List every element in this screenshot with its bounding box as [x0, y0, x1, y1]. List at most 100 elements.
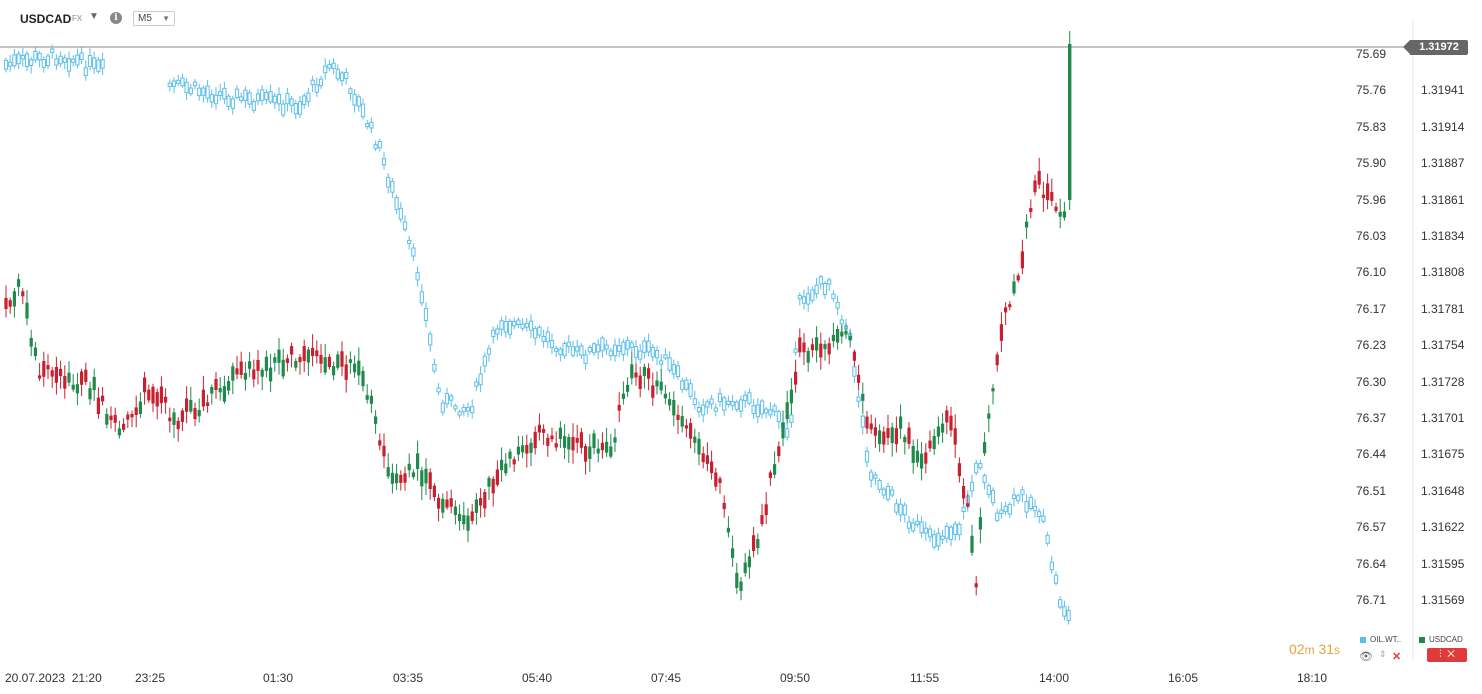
candle-body: [827, 343, 831, 355]
chevron-down-icon[interactable]: ▼: [89, 11, 99, 22]
candle-body: [629, 342, 634, 348]
candle-body: [789, 389, 793, 404]
candle-body: [621, 341, 626, 356]
candle-body: [688, 383, 693, 397]
candle-body: [945, 410, 949, 423]
candle-body: [558, 427, 562, 439]
candle-body: [1062, 606, 1067, 617]
legend-oil[interactable]: OIL.WT..: [1360, 635, 1401, 644]
candle-body: [323, 65, 328, 74]
candle-body: [991, 388, 995, 392]
candle-body: [407, 239, 412, 244]
candle-body: [79, 52, 84, 61]
time-axis-tick: 07:45: [651, 671, 682, 685]
candle-body: [218, 388, 222, 393]
candle-body: [810, 289, 815, 301]
candle-body: [441, 498, 445, 513]
candle-body: [529, 442, 533, 453]
candle-body: [50, 48, 55, 53]
candle-body: [689, 423, 693, 439]
candle-body: [1046, 183, 1050, 201]
candle-body: [62, 57, 67, 63]
close-icon[interactable]: ✕: [1392, 651, 1402, 663]
candle-body: [890, 489, 895, 496]
candle-body: [239, 96, 244, 101]
candle-body: [302, 95, 307, 106]
candle-body: [348, 359, 352, 363]
candle-body: [987, 413, 991, 419]
candle-body: [722, 502, 726, 510]
usdcad-axis-tick: 1.31728: [1421, 374, 1465, 389]
candle-body: [654, 350, 660, 359]
candle-body: [315, 350, 319, 357]
candle-body: [357, 360, 361, 376]
eye-icon[interactable]: 👁: [1359, 651, 1373, 663]
candle-body: [949, 415, 953, 431]
candle-body: [705, 455, 709, 464]
candle-body: [432, 363, 437, 372]
candle-body: [25, 302, 29, 319]
candle-body: [323, 357, 327, 373]
candle-body: [537, 326, 542, 336]
candle-body: [684, 379, 689, 390]
candle-body: [302, 346, 306, 361]
usdcad-series-button[interactable]: ⫶ ✕: [1427, 648, 1467, 662]
candle-body: [12, 54, 17, 67]
candle-body: [243, 373, 247, 380]
candle-body: [995, 512, 1000, 521]
candle-body: [860, 415, 865, 428]
candle-body: [374, 416, 378, 424]
candle-body: [583, 354, 588, 364]
candle-body: [789, 414, 794, 423]
candle-body: [785, 402, 789, 420]
candle-body: [189, 400, 193, 412]
info-icon[interactable]: i: [110, 12, 122, 24]
candle-body: [340, 351, 344, 367]
candle-body: [37, 52, 42, 61]
candle-body: [969, 481, 975, 492]
timeframe-select[interactable]: M5 ▼: [133, 11, 175, 26]
candle-body: [381, 158, 387, 166]
candle-body: [352, 94, 357, 106]
candle-body: [802, 342, 806, 353]
candle-body: [297, 101, 303, 115]
candle-body: [575, 346, 580, 352]
time-axis-tick: 23:25: [135, 671, 166, 685]
candle-body: [877, 480, 882, 490]
candle-body: [277, 349, 281, 363]
timer-minutes: 02: [1289, 641, 1305, 657]
time-axis-tick: 14:00: [1039, 671, 1070, 685]
candle-body: [726, 527, 730, 533]
candle-body: [88, 388, 92, 400]
candle-body: [600, 337, 605, 352]
candle-body: [542, 428, 546, 433]
candle-body: [743, 562, 747, 574]
close-icon[interactable]: ✕: [1447, 649, 1455, 660]
candle-body: [151, 386, 155, 404]
candle-body: [563, 436, 567, 448]
candle-body: [314, 84, 319, 93]
candle-body: [915, 450, 919, 463]
candle-body: [210, 387, 214, 394]
candle-body: [919, 521, 924, 534]
candle-body: [327, 64, 332, 69]
candle-body: [1066, 609, 1071, 621]
candle-body: [176, 79, 181, 84]
legend-usdcad[interactable]: USDCAD: [1419, 635, 1463, 644]
oil-axis-tick: 76.23: [1356, 338, 1387, 353]
candle-body: [209, 94, 214, 103]
symbol-name[interactable]: USDCAD: [20, 12, 72, 26]
candle-body: [407, 463, 411, 471]
candle-body: [626, 384, 630, 392]
candle-body: [1007, 503, 1012, 515]
candle-body: [885, 486, 891, 500]
candle-body: [507, 320, 513, 335]
oil-axis-tick: 76.57: [1356, 520, 1387, 535]
candle-body: [714, 472, 718, 487]
oil-axis-tick: 75.76: [1356, 83, 1387, 98]
reorder-icon[interactable]: ⇕: [1379, 649, 1387, 659]
candle-body: [1037, 170, 1041, 185]
candle-body: [344, 364, 348, 380]
